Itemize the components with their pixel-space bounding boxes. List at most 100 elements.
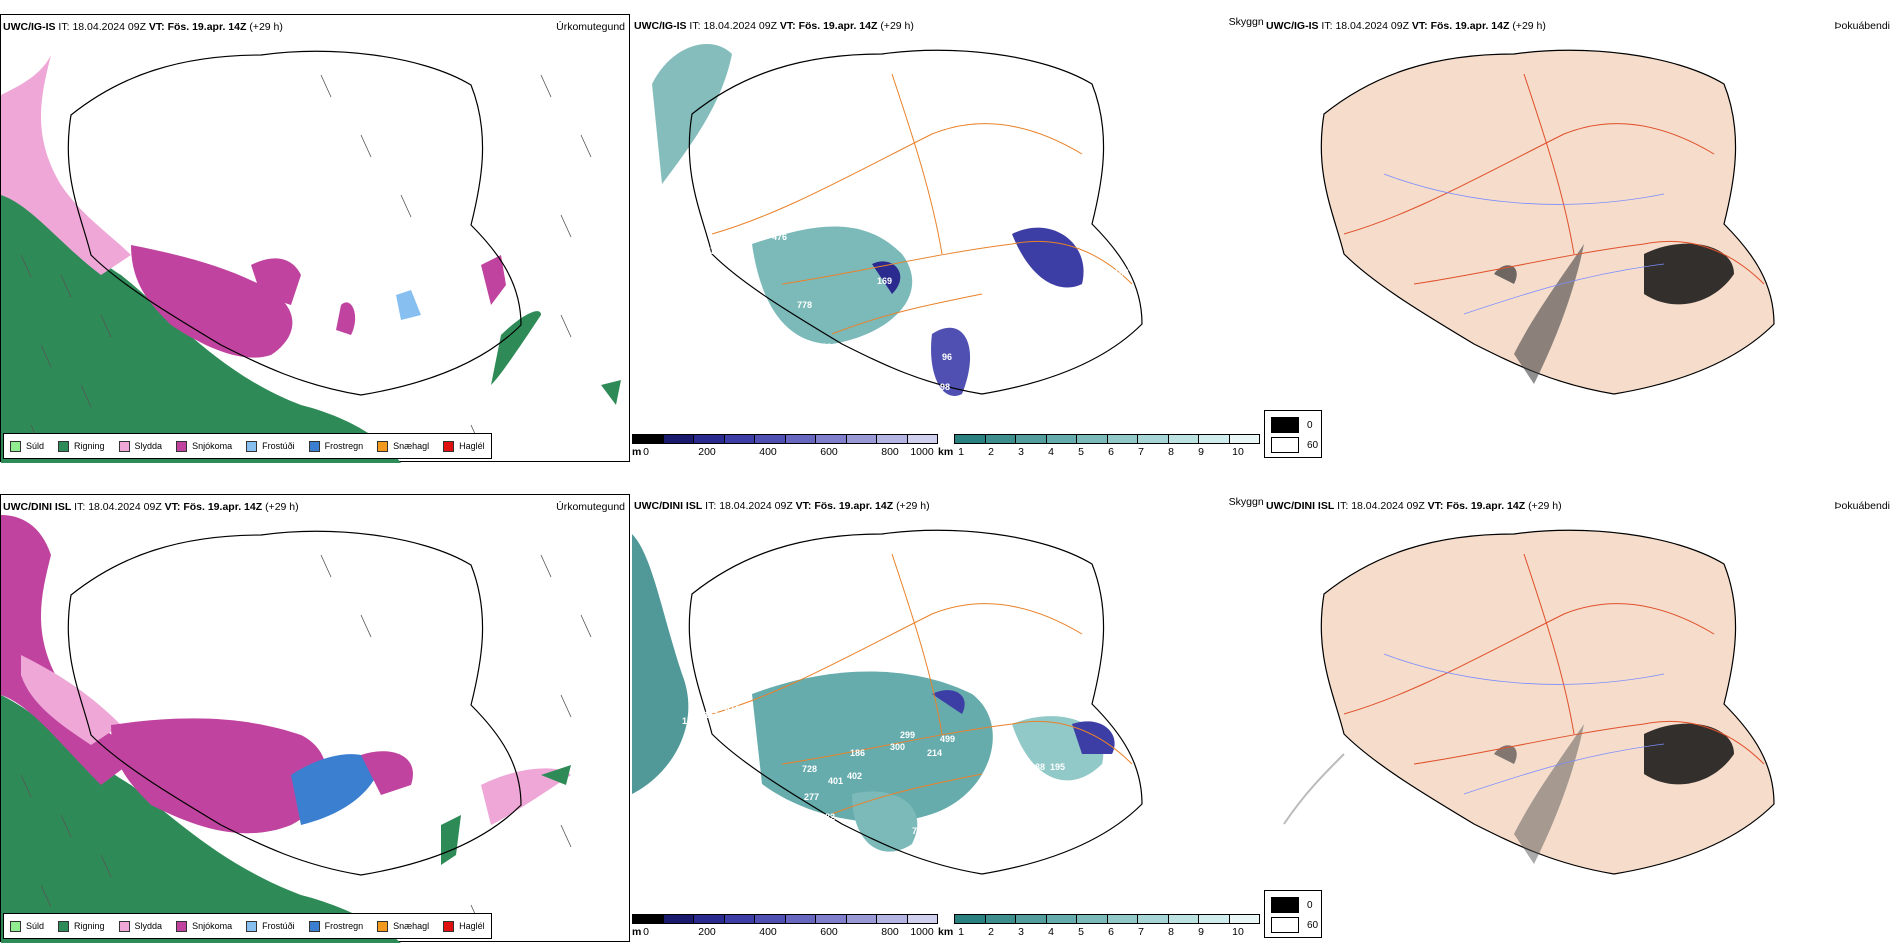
svg-text:178: 178 (682, 716, 697, 726)
svg-text:299: 299 (900, 730, 915, 740)
svg-text:96: 96 (942, 352, 952, 362)
legend-swatch (118, 440, 130, 452)
svg-text:2: 2 (994, 254, 999, 264)
colorbar-m (632, 914, 938, 924)
svg-text:778: 778 (797, 300, 812, 310)
panel-title: UWC/IG-IS IT: 18.04.2024 09Z VT: Fös. 19… (634, 20, 914, 32)
colorbar-km (954, 434, 1260, 444)
panel-name: Þokuábendi (1834, 20, 1890, 32)
panel-name: Úrkomutegund (556, 21, 625, 33)
svg-text:300: 300 (972, 319, 987, 329)
svg-text:171: 171 (1038, 292, 1053, 302)
fog-legend: 0 60 (1264, 890, 1322, 938)
panel-title: UWC/IG-IS IT: 18.04.2024 09Z VT: Fös. 19… (3, 21, 283, 33)
legend-swatch (246, 920, 258, 932)
svg-text:214: 214 (927, 748, 942, 758)
svg-text:300: 300 (890, 742, 905, 752)
panel-title: UWC/IG-IS IT: 18.04.2024 09Z VT: Fös. 19… (1266, 20, 1546, 32)
svg-text:98: 98 (940, 382, 950, 392)
legend-item: Frostregn (308, 920, 363, 932)
legend-swatch (443, 440, 455, 452)
precip-legend: Súld Rigning Slydda Snjókoma Frostúði Fr… (3, 913, 492, 939)
legend-item: Haglél (443, 920, 485, 932)
svg-text:188: 188 (1030, 762, 1045, 772)
svg-text:558: 558 (968, 798, 983, 808)
panel-title: UWC/DINI ISL IT: 18.04.2024 09Z VT: Fös.… (1266, 500, 1562, 512)
panel-name: Þokuábendi (1834, 500, 1890, 512)
legend-swatch (443, 920, 455, 932)
vis-labels-top: 476 188 157 169 778 889 278 206 96 286 9… (700, 232, 1129, 394)
legend-swatch (246, 440, 258, 452)
svg-text:402: 402 (847, 771, 862, 781)
legend-swatch (58, 920, 70, 932)
svg-text:476: 476 (772, 232, 787, 242)
visibility-colorbar: m 0 200 400 600 800 1000 km 1 2 3 4 5 6 … (632, 434, 1262, 460)
svg-text:747: 747 (976, 254, 991, 264)
svg-text:489: 489 (1082, 776, 1097, 786)
legend-swatch (10, 920, 21, 932)
legend-swatch (10, 440, 21, 452)
panel-name: Skyggni (1228, 16, 1266, 28)
panel-title: UWC/DINI ISL IT: 18.04.2024 09Z VT: Fös.… (3, 501, 299, 513)
svg-text:393: 393 (770, 826, 785, 836)
legend-item: Snjókoma (176, 920, 232, 932)
legend-item: Slydda (118, 920, 162, 932)
svg-text:278: 278 (794, 346, 809, 356)
svg-text:889: 889 (988, 832, 1003, 842)
svg-text:206: 206 (915, 362, 930, 372)
svg-text:401: 401 (828, 776, 843, 786)
legend-swatch (308, 920, 320, 932)
svg-text:277: 277 (804, 792, 819, 802)
svg-text:186: 186 (850, 748, 865, 758)
visibility-map-bottom: 410 161 178 299 300 499 186 214 402 401 … (632, 529, 1143, 875)
legend-swatch (176, 440, 188, 452)
svg-text:25: 25 (1108, 290, 1118, 300)
legend-swatch (118, 920, 130, 932)
visibility-panel-bottom: UWC/DINI ISL IT: 18.04.2024 09Z VT: Fös.… (632, 494, 1266, 942)
svg-text:195: 195 (1050, 762, 1065, 772)
legend-item: Slydda (118, 440, 162, 452)
legend-item: Snæhagl (377, 440, 429, 452)
legend-swatch (377, 440, 389, 452)
legend-item: Frostúði (246, 440, 295, 452)
precip-type-panel-top: UWC/IG-IS IT: 18.04.2024 09Z VT: Fös. 19… (0, 14, 630, 463)
panel-name: Skyggni (1228, 496, 1266, 508)
legend-item: Frostregn (308, 440, 363, 452)
colorbar-km (954, 914, 1260, 924)
visibility-panel-top: UWC/IG-IS IT: 18.04.2024 09Z VT: Fös. 19… (632, 14, 1266, 462)
precip-legend: Súld Rigning Slydda Snjókoma Frostúði Fr… (3, 433, 492, 459)
legend-item: Rigning (58, 920, 105, 932)
svg-text:169: 169 (877, 276, 892, 286)
legend-item: Snæhagl (377, 920, 429, 932)
legend-swatch (176, 920, 188, 932)
svg-text:165: 165 (940, 854, 955, 864)
svg-text:499: 499 (940, 734, 955, 744)
svg-text:929: 929 (1004, 764, 1019, 774)
svg-text:728: 728 (802, 764, 817, 774)
svg-text:889: 889 (817, 342, 832, 352)
svg-text:176: 176 (938, 832, 953, 842)
svg-text:225: 225 (794, 822, 809, 832)
legend-item: Súld (10, 920, 44, 932)
legend-swatch (308, 440, 320, 452)
legend-item: Snjókoma (176, 440, 232, 452)
fog-map-top (1320, 49, 1775, 395)
svg-text:410: 410 (725, 704, 740, 714)
vis-labels-bottom: 410 161 178 299 300 499 186 214 402 401 … (682, 704, 1097, 872)
panel-name: Úrkomutegund (556, 501, 625, 513)
legend-item: Haglél (443, 440, 485, 452)
legend-item: Frostúði (246, 920, 295, 932)
legend-item: Súld (10, 440, 44, 452)
svg-text:287: 287 (958, 816, 973, 826)
panel-title: UWC/DINI ISL IT: 18.04.2024 09Z VT: Fös.… (634, 500, 930, 512)
legend-swatch (377, 920, 389, 932)
svg-text:105: 105 (1114, 268, 1129, 278)
svg-text:258: 258 (1017, 776, 1032, 786)
colorbar-m (632, 434, 938, 444)
legend-swatch (58, 440, 70, 452)
visibility-colorbar: m 0 200 400 600 800 1000 km 1 2 3 4 5 6 … (632, 914, 1262, 940)
fog-panel-bottom: UWC/DINI ISL IT: 18.04.2024 09Z VT: Fös.… (1264, 494, 1894, 942)
svg-text:11: 11 (1052, 306, 1062, 316)
svg-text:148: 148 (1018, 302, 1033, 312)
visibility-map-top: 476 188 157 169 778 889 278 206 96 286 9… (652, 44, 1143, 396)
